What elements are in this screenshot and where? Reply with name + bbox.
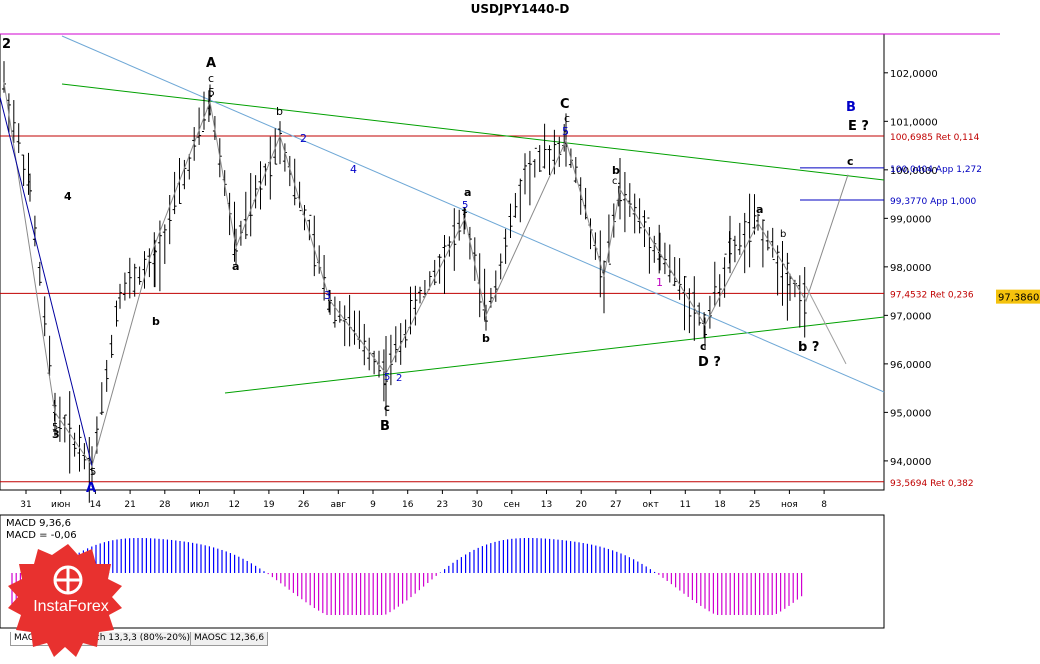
wave-label-3: 3 xyxy=(52,428,60,441)
tab-maosc[interactable]: MAOSC 12,36,6 xyxy=(190,632,269,646)
wave-label-a: a xyxy=(232,260,239,273)
level-label: 97,4532 Ret 0,236 xyxy=(890,290,974,300)
wave-label: 2 xyxy=(2,37,11,52)
indicator-tab-bar: MACD 9,36,6 Stoch 13,3,3 (80%-20%) MAOSC… xyxy=(0,630,1040,646)
wave-label-b: b xyxy=(482,332,490,345)
x-tick-label: 23 xyxy=(437,500,448,510)
wave-label-2: 2 xyxy=(396,373,402,384)
macd-name: MACD 9,36,6 xyxy=(6,518,71,529)
y-tick-label: 98,0000 xyxy=(890,263,931,274)
wave-label: B xyxy=(380,419,390,434)
macd-frame xyxy=(0,514,885,629)
x-tick-label: 12 xyxy=(228,500,239,510)
wave-zigzag xyxy=(3,82,849,467)
wave-label-c: c xyxy=(384,403,390,414)
level-label: 99,3770 App 1,000 xyxy=(890,197,977,207)
wave-label-b: b xyxy=(780,229,786,240)
y-tick-label: 101,0000 xyxy=(890,117,938,128)
x-tick-label: 9 xyxy=(370,500,376,510)
wave-label-a: a xyxy=(464,186,471,199)
wave-label-b: b xyxy=(612,164,620,177)
wave-label-c: c xyxy=(847,155,854,168)
y-tick-label: 100,0000 xyxy=(890,166,938,177)
x-tick-label: 14 xyxy=(90,500,102,510)
wave-label-c: c xyxy=(700,340,707,353)
wave-label: 4 xyxy=(350,163,357,176)
plot-frame xyxy=(0,33,885,491)
x-tick-label: 19 xyxy=(263,500,275,510)
chart-title: USDJPY1440-D xyxy=(470,2,570,16)
x-tick-label: 27 xyxy=(610,500,621,510)
channel-line xyxy=(61,35,885,393)
wave-label: 2 xyxy=(300,132,307,145)
y-tick-label: 96,0000 xyxy=(890,360,931,371)
y-tick-label: 95,0000 xyxy=(890,408,931,419)
x-tick-label: 31 xyxy=(20,500,31,510)
wave-label: b xyxy=(276,105,283,118)
x-tick-label: 26 xyxy=(298,500,310,510)
wave-label-4: 4 xyxy=(64,190,72,203)
wave-label-5: 5 xyxy=(562,125,569,138)
wave-label: E ? xyxy=(848,119,869,134)
wave-label: B xyxy=(846,100,856,115)
instaforex-logo-icon xyxy=(8,544,122,657)
wave-label-5: 5 xyxy=(384,372,390,383)
wave-label-c: c xyxy=(564,112,570,125)
wave-label: 3 xyxy=(324,289,331,302)
x-tick-label: окт xyxy=(643,500,659,510)
x-tick-label: 13 xyxy=(541,500,552,510)
x-tick-label: 28 xyxy=(159,500,171,510)
x-tick-label: 25 xyxy=(749,500,760,510)
wave-label: A xyxy=(86,481,96,496)
x-tick-label: 16 xyxy=(402,500,414,510)
wave-label-b: b xyxy=(152,315,160,328)
wave-label-c: c xyxy=(612,176,618,187)
wave-label-5: 5 xyxy=(52,422,58,433)
level-label: 100,0404 App 1,272 xyxy=(890,165,982,175)
wave-label-1: 1 xyxy=(656,276,663,289)
x-tick-label: 20 xyxy=(575,500,587,510)
wave-label: A xyxy=(206,56,216,71)
logo-text: InstaForex xyxy=(33,598,109,615)
wave-label: 5 xyxy=(208,86,215,99)
x-tick-label: сен xyxy=(504,500,520,510)
wave-label: b ? xyxy=(798,340,819,355)
wave-a-line xyxy=(0,96,93,466)
wave-label-5: 5 xyxy=(462,200,468,211)
y-tick-label: 102,0000 xyxy=(890,69,938,80)
wave-label-a: a xyxy=(756,203,763,216)
wave-label: c xyxy=(208,72,214,85)
x-tick-label: 18 xyxy=(714,500,726,510)
projection-line xyxy=(805,286,847,365)
x-tick-label: июн xyxy=(51,500,70,510)
y-tick-label: 99,0000 xyxy=(890,214,931,225)
x-tick-label: 21 xyxy=(124,500,135,510)
y-tick-label: 97,0000 xyxy=(890,311,931,322)
level-label: 93,5694 Ret 0,382 xyxy=(890,479,974,489)
x-tick-label: 30 xyxy=(471,500,483,510)
x-tick-label: 8 xyxy=(821,500,827,510)
macd-value: MACD = -0,06 xyxy=(6,530,77,541)
x-tick-label: 11 xyxy=(680,500,691,510)
lower-trendline xyxy=(224,316,885,394)
x-tick-label: авг xyxy=(331,500,347,510)
wave-label-5: 5 xyxy=(90,467,96,478)
x-tick-label: июл xyxy=(190,500,209,510)
current-price-label: 97,3860 xyxy=(998,293,1039,304)
level-label: 100,6985 Ret 0,114 xyxy=(890,133,980,143)
x-tick-label: ноя xyxy=(781,500,798,510)
wave-label: C xyxy=(560,97,570,112)
upper-trendline xyxy=(61,83,885,181)
current-price-tag xyxy=(996,289,1040,304)
wave-label: D ? xyxy=(698,355,721,370)
y-tick-label: 94,0000 xyxy=(890,457,931,468)
